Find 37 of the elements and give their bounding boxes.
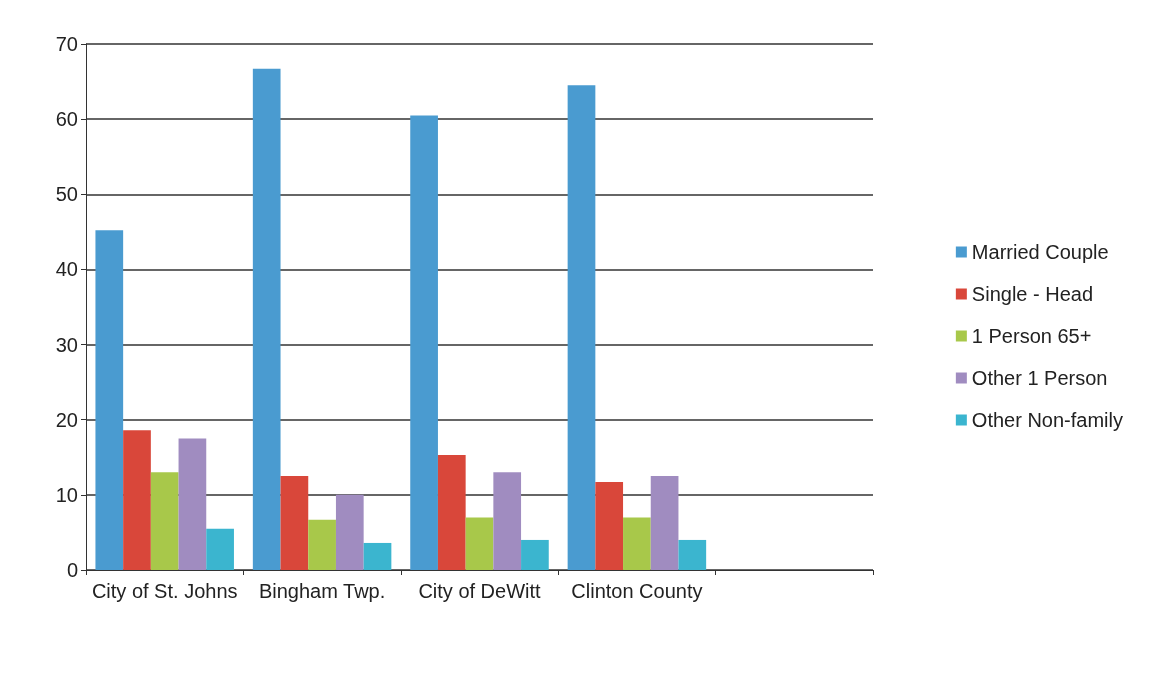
bar <box>521 539 549 570</box>
legend-label: Other 1 Person <box>971 367 1108 389</box>
bar <box>650 476 679 570</box>
bar <box>493 472 522 570</box>
y-tick-label: 30 <box>55 333 78 356</box>
y-tick-label: 20 <box>55 408 78 431</box>
y-tick-label: 70 <box>55 33 78 55</box>
legend-label: Single - Head <box>971 283 1094 305</box>
x-tick-label: City of DeWitt <box>418 580 542 602</box>
x-tick-label: Bingham Twp. <box>258 580 386 602</box>
bar <box>280 476 309 570</box>
bar <box>95 230 124 570</box>
legend-label: Other Non-family <box>971 409 1123 431</box>
bar <box>308 519 336 570</box>
bar <box>363 542 392 570</box>
bar <box>567 85 596 570</box>
bar <box>150 472 179 570</box>
legend-label: Married Couple <box>971 241 1109 263</box>
x-tick-label: City of St. Johns <box>91 580 238 602</box>
bar <box>410 115 438 570</box>
bar <box>595 482 624 570</box>
bar <box>206 528 234 570</box>
y-tick-label: 60 <box>55 108 78 131</box>
x-tick-label: Clinton County <box>571 580 703 602</box>
bar <box>335 494 364 570</box>
y-tick-label: 50 <box>55 183 78 206</box>
legend-label: 1 Person 65+ <box>971 325 1092 347</box>
y-tick-label: 0 <box>66 559 78 581</box>
bar <box>623 517 651 570</box>
bar <box>252 68 281 570</box>
bar <box>178 438 207 570</box>
y-tick-label: 40 <box>55 258 78 281</box>
bar <box>123 430 151 570</box>
bar <box>437 455 466 570</box>
bar <box>678 539 707 570</box>
y-tick-label: 10 <box>55 483 78 506</box>
bar <box>465 517 494 570</box>
